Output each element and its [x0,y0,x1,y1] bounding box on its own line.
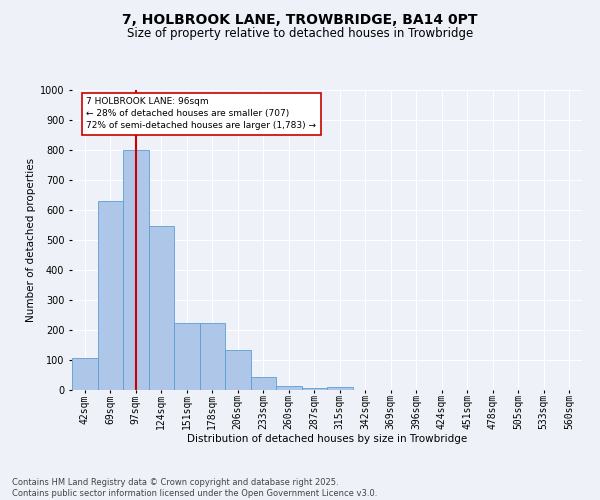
X-axis label: Distribution of detached houses by size in Trowbridge: Distribution of detached houses by size … [187,434,467,444]
Bar [174,324,199,390]
Text: 7 HOLBROOK LANE: 96sqm
← 28% of detached houses are smaller (707)
72% of semi-de: 7 HOLBROOK LANE: 96sqm ← 28% of detached… [86,98,316,130]
Bar [97,201,123,390]
Text: Size of property relative to detached houses in Trowbridge: Size of property relative to detached ho… [127,28,473,40]
Y-axis label: Number of detached properties: Number of detached properties [26,158,35,322]
Bar [327,387,353,390]
Bar [276,386,302,390]
Bar [199,324,225,390]
Bar [149,226,174,390]
Bar [302,388,327,390]
Bar [251,378,276,390]
Bar [225,350,251,390]
Text: 7, HOLBROOK LANE, TROWBRIDGE, BA14 0PT: 7, HOLBROOK LANE, TROWBRIDGE, BA14 0PT [122,12,478,26]
Bar [123,150,149,390]
Text: Contains HM Land Registry data © Crown copyright and database right 2025.
Contai: Contains HM Land Registry data © Crown c… [12,478,377,498]
Bar [72,358,97,390]
